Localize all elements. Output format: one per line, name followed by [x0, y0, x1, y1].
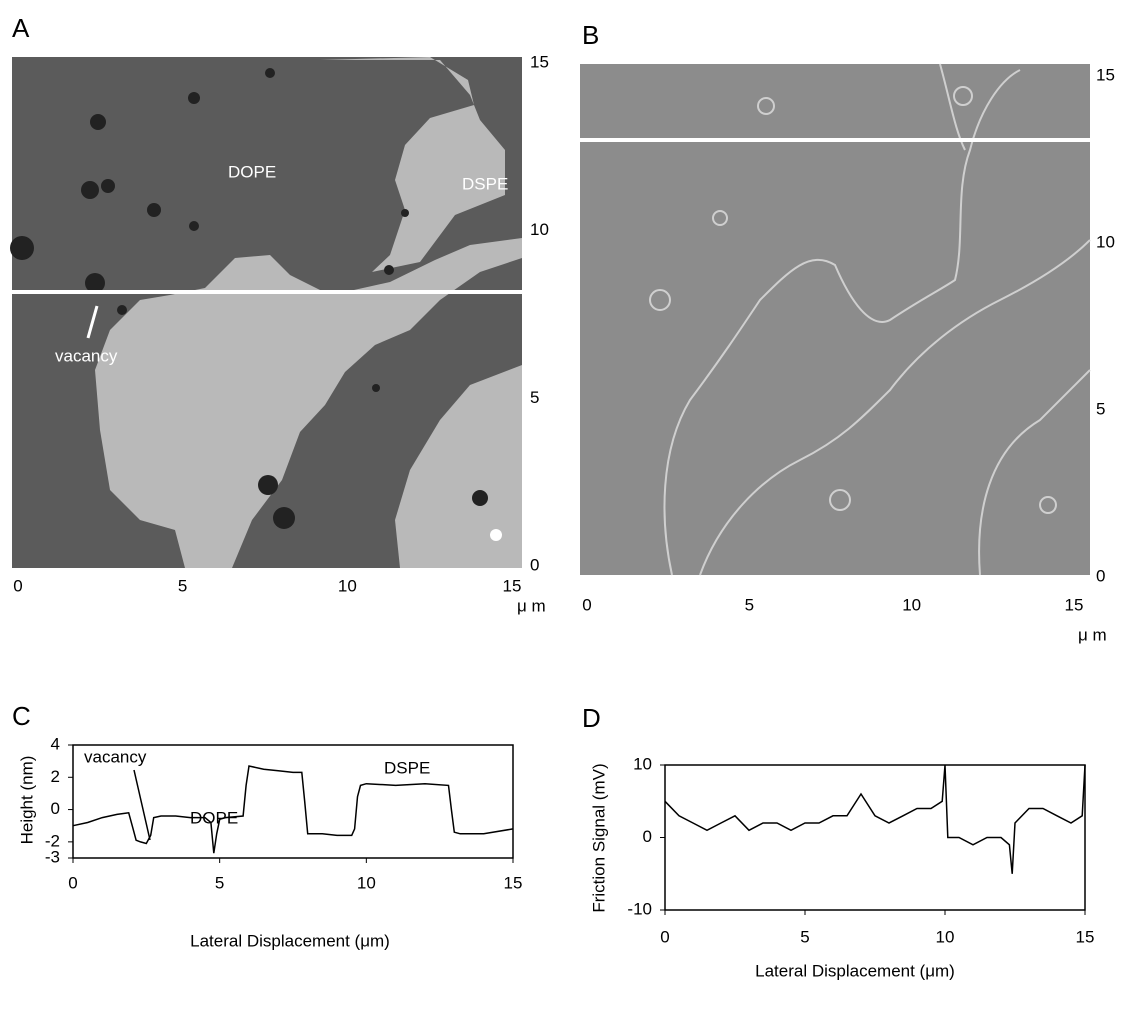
dspe-domain — [395, 365, 522, 568]
profile-line — [664, 764, 1086, 874]
x-tick-label: 5 — [800, 927, 809, 946]
axis-unit: μ m — [517, 596, 546, 615]
x-tick-label: 0 — [13, 576, 22, 595]
annotation: DOPE — [190, 808, 238, 827]
x-tick-label: 0 — [582, 595, 591, 614]
y-tick-label: 10 — [633, 754, 652, 773]
vacancy-pointer — [86, 305, 99, 339]
y-tick-label: 0 — [1096, 566, 1105, 585]
plot-frame — [664, 764, 1086, 911]
dspe-domain — [95, 238, 522, 568]
x-axis-title: Lateral Displacement (μm) — [190, 931, 390, 950]
y-tick-label: 10 — [1096, 232, 1115, 251]
y-axis-title: Friction Signal (mV) — [589, 763, 608, 912]
y-tick-label: 0 — [643, 827, 652, 846]
y-tick-label: 15 — [1096, 65, 1115, 84]
profile-line — [72, 765, 514, 854]
annotation: vacancy — [55, 346, 118, 365]
y-tick-label: -3 — [45, 847, 60, 866]
panel-label: B — [582, 20, 599, 50]
x-tick-label: 15 — [503, 576, 522, 595]
x-tick-label: 10 — [357, 873, 376, 892]
y-tick-label: 5 — [1096, 399, 1105, 418]
y-tick-label: 15 — [530, 52, 549, 71]
x-tick-label: 15 — [504, 873, 523, 892]
annotation: vacancy — [84, 747, 147, 766]
y-tick-label: 0 — [51, 799, 60, 818]
x-tick-label: 10 — [902, 595, 921, 614]
annotation: DSPE — [384, 758, 430, 777]
x-tick-label: 15 — [1076, 927, 1095, 946]
x-tick-label: 5 — [178, 576, 187, 595]
afm-friction-image — [580, 63, 1091, 576]
panel-label: C — [12, 701, 31, 731]
x-tick-label: 5 — [215, 873, 224, 892]
y-tick-label: 5 — [530, 388, 539, 407]
x-tick-label: 10 — [936, 927, 955, 946]
panel-label: A — [12, 13, 30, 43]
dspe-domain — [320, 57, 505, 272]
y-tick-label: -2 — [45, 831, 60, 850]
x-tick-label: 15 — [1065, 595, 1084, 614]
afm-height-image — [10, 57, 522, 568]
annotation: DSPE — [462, 174, 508, 193]
y-tick-label: 10 — [530, 220, 549, 239]
y-tick-label: -10 — [627, 899, 652, 918]
x-tick-label: 0 — [68, 873, 77, 892]
y-tick-label: 4 — [51, 734, 60, 753]
panel-label: D — [582, 703, 601, 733]
x-tick-label: 0 — [660, 927, 669, 946]
x-tick-label: 10 — [338, 576, 357, 595]
y-tick-label: 0 — [530, 555, 539, 574]
vacancy-pointer — [133, 769, 151, 841]
y-axis-title: Height (nm) — [17, 756, 36, 845]
vacancies — [10, 68, 488, 529]
y-tick-label: 2 — [51, 767, 60, 786]
axis-unit: μ m — [1078, 625, 1107, 644]
x-tick-label: 5 — [745, 595, 754, 614]
domain-edges — [649, 63, 1091, 576]
plot-frame — [72, 744, 514, 859]
marker-dot — [490, 529, 502, 541]
annotation: DOPE — [228, 162, 276, 181]
x-axis-title: Lateral Displacement (μm) — [755, 961, 955, 980]
